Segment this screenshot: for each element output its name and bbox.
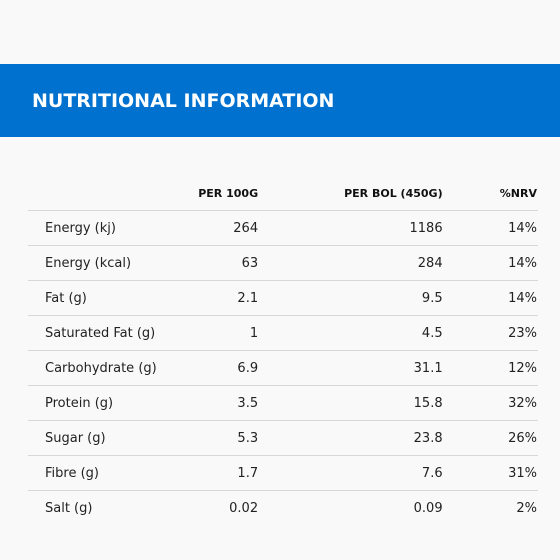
value-per-bol: 7.6: [258, 455, 443, 491]
value-per-bol: 1186: [258, 210, 443, 246]
value-per-100g: 5.3: [160, 420, 259, 456]
nutrient-label: Fibre (g): [28, 455, 161, 491]
value-nrv: 2%: [516, 500, 537, 516]
value-nrv: 14%: [442, 280, 538, 316]
value-per-100g: 2.1: [160, 280, 259, 316]
value-nrv: 32%: [442, 385, 538, 421]
header-per-100g: PER 100G: [160, 176, 259, 211]
value-per-bol: 284: [258, 245, 443, 281]
table-row: Sugar (g) 5.3 23.8 26%: [28, 420, 538, 456]
table-row: Salt (g) 0.02 0.09 2%: [28, 491, 538, 526]
value-nrv: 14%: [442, 245, 538, 281]
value-nrv: 12%: [442, 350, 538, 386]
table-row: Energy (kj) 264 1186 14%: [28, 210, 538, 246]
nutrient-label: Sugar (g): [28, 420, 161, 456]
value-per-bol: 9.5: [258, 280, 443, 316]
header-nutrient: [28, 176, 161, 211]
nutrition-banner: NUTRITIONAL INFORMATION: [0, 64, 560, 137]
table-row: Saturated Fat (g) 1 4.5 23%: [28, 315, 538, 351]
value-per-bol: 23.8: [258, 420, 443, 456]
nutrient-label: Saturated Fat (g): [28, 315, 161, 351]
nutrient-label: Energy (kcal): [28, 245, 161, 281]
value-per-100g: 63: [160, 245, 259, 281]
nutrition-table: PER 100G PER BOL (450G) %NRV Energy (kj)…: [28, 176, 538, 525]
banner-title: NUTRITIONAL INFORMATION: [32, 90, 335, 112]
value-nrv: 31%: [442, 455, 538, 491]
value-per-bol: 15.8: [258, 385, 443, 421]
value-per-100g: 1: [160, 315, 259, 351]
value-per-bol: 0.09: [413, 500, 443, 516]
value-per-bol: 4.5: [258, 315, 443, 351]
value-per-100g: 264: [160, 210, 259, 246]
value-per-100g: 6.9: [160, 350, 259, 386]
table-row: Fibre (g) 1.7 7.6 31%: [28, 455, 538, 491]
value-nrv: 14%: [442, 210, 538, 246]
value-per-100g: 3.5: [160, 385, 259, 421]
nutrient-label: Salt (g): [45, 500, 93, 516]
value-nrv: 26%: [442, 420, 538, 456]
header-per-bol: PER BOL (450G): [258, 176, 443, 211]
table-row: Carbohydrate (g) 6.9 31.1 12%: [28, 350, 538, 386]
value-per-100g: 1.7: [160, 455, 259, 491]
value-per-bol: 31.1: [258, 350, 443, 386]
value-per-100g: 0.02: [229, 500, 259, 516]
table-row: Protein (g) 3.5 15.8 32%: [28, 385, 538, 421]
nutrient-label: Energy (kj): [28, 210, 161, 246]
header-nrv: %NRV: [442, 176, 538, 211]
table-row: Energy (kcal) 63 284 14%: [28, 245, 538, 281]
value-nrv: 23%: [442, 315, 538, 351]
table-header-row: PER 100G PER BOL (450G) %NRV: [28, 176, 538, 211]
table-row: Fat (g) 2.1 9.5 14%: [28, 280, 538, 316]
nutrient-label: Fat (g): [28, 280, 161, 316]
nutrient-label: Carbohydrate (g): [28, 350, 161, 386]
nutrient-label: Protein (g): [28, 385, 161, 421]
